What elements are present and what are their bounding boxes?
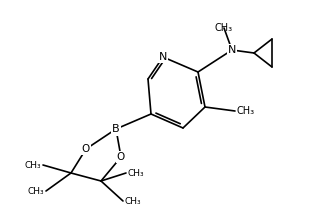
Text: N: N bbox=[228, 45, 236, 55]
Text: CH₃: CH₃ bbox=[125, 196, 142, 205]
Text: CH₃: CH₃ bbox=[215, 23, 233, 33]
Text: CH₃: CH₃ bbox=[128, 168, 145, 177]
Text: CH₃: CH₃ bbox=[27, 186, 44, 196]
Text: O: O bbox=[117, 152, 125, 162]
Text: CH₃: CH₃ bbox=[24, 160, 41, 169]
Text: B: B bbox=[112, 124, 120, 134]
Text: CH₃: CH₃ bbox=[237, 106, 255, 116]
Text: N: N bbox=[159, 52, 167, 62]
Text: O: O bbox=[82, 144, 90, 154]
